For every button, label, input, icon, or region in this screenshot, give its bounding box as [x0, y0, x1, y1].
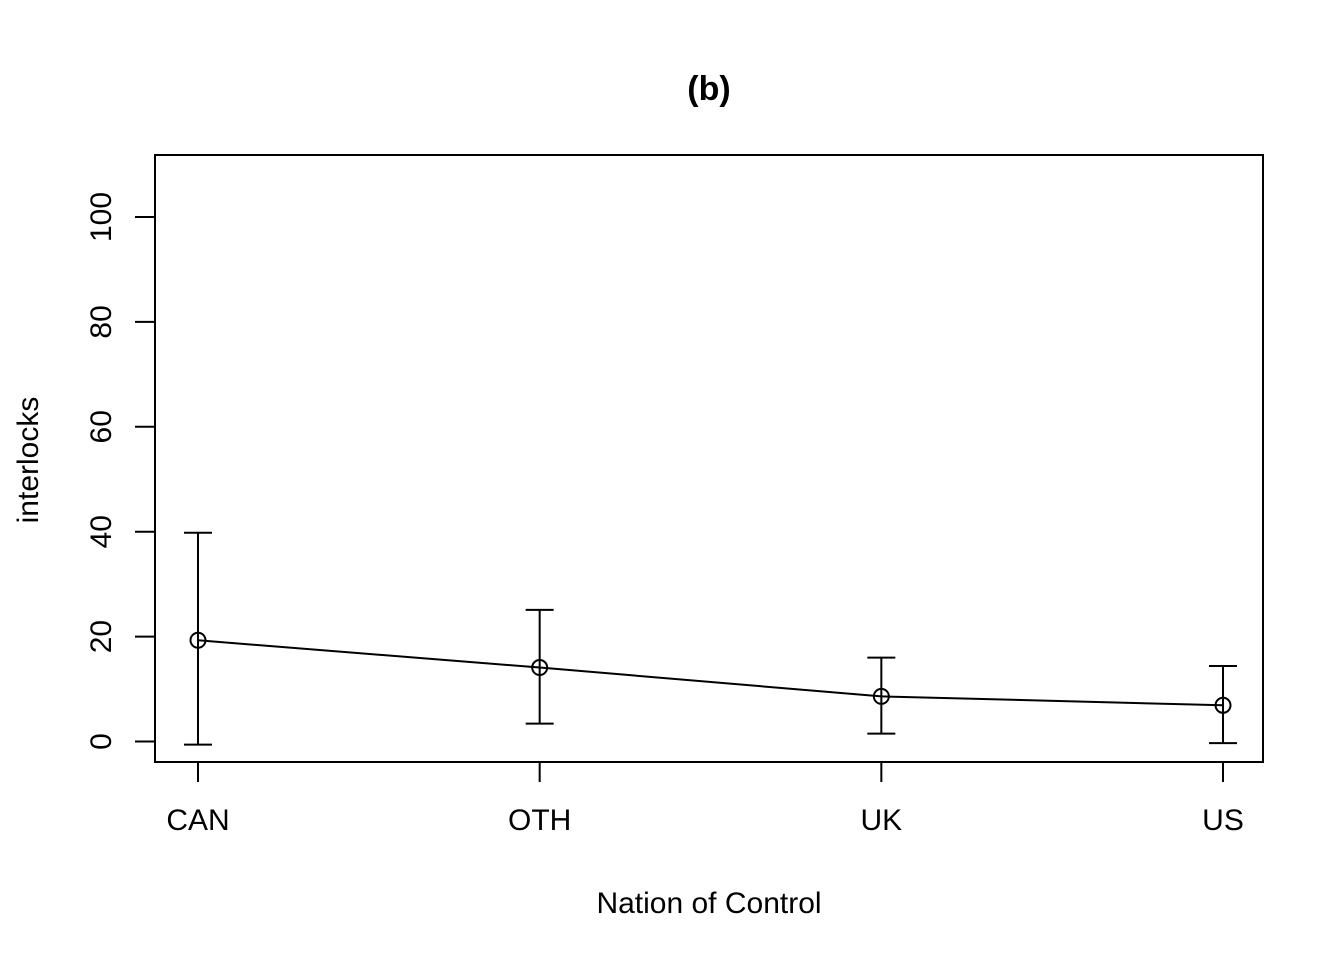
data-point-marker — [1214, 696, 1232, 714]
plot-content: 0 20 40 60 80 100 CAN OTH UK US — [85, 192, 1244, 837]
x-tick-label: UK — [860, 804, 902, 837]
y-tick-label: 80 — [85, 305, 118, 338]
y-tick-label: 40 — [85, 515, 118, 548]
chart-title: (b) — [687, 70, 730, 108]
y-tick-label: 100 — [85, 192, 118, 242]
data-point-marker — [872, 687, 890, 705]
x-tick-label: OTH — [508, 804, 571, 837]
x-tick-label: US — [1202, 804, 1244, 837]
x-axis-title: Nation of Control — [596, 887, 821, 920]
y-tick-label: 60 — [85, 410, 118, 443]
y-tick-label: 0 — [85, 733, 118, 750]
plot-box — [154, 154, 1264, 763]
data-point-marker — [531, 659, 549, 677]
x-tick-label: CAN — [166, 804, 229, 837]
data-point-marker — [189, 631, 207, 649]
data-series-line — [197, 639, 1224, 707]
y-axis-title: interlocks — [12, 397, 45, 524]
y-tick-label: 20 — [85, 620, 118, 653]
